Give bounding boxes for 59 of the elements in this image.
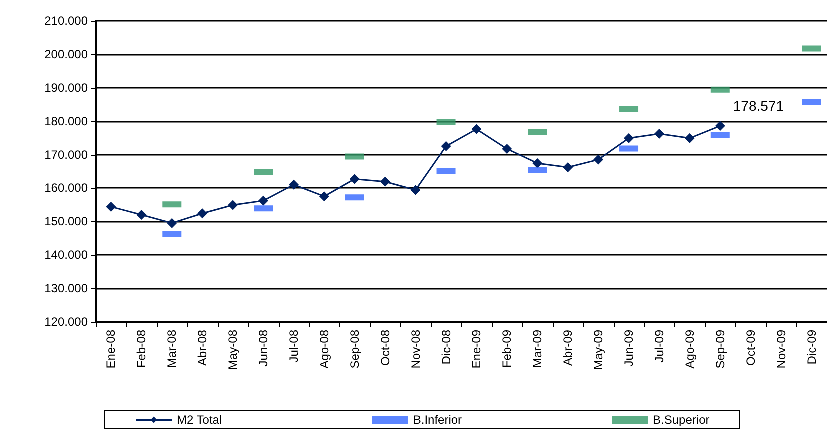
y-tick-label: 190.000 — [44, 80, 88, 95]
x-tick-label: Sep-08 — [348, 330, 362, 369]
point — [350, 174, 360, 184]
point — [136, 210, 147, 220]
legend-label: B.Superior — [653, 413, 710, 427]
y-tick-label: 210.000 — [44, 14, 88, 28]
x-tick-label: Ago-09 — [682, 330, 697, 369]
point — [380, 176, 390, 187]
point — [319, 192, 330, 202]
x-tick-label: May-08 — [226, 330, 240, 370]
x-tick-label: Ene-08 — [104, 330, 118, 369]
y-tick-label: 170.000 — [44, 148, 88, 162]
point — [684, 133, 695, 144]
point — [502, 144, 512, 154]
x-tick-label: Ene-09 — [470, 330, 484, 369]
point — [106, 202, 116, 212]
x-tick-label: Mar-09 — [530, 330, 545, 368]
x-tick-label: Sep-09 — [713, 330, 728, 369]
x-tick-label: Feb-08 — [134, 330, 149, 368]
x-tick-label: Abr-08 — [196, 330, 210, 366]
point — [410, 185, 421, 196]
point — [258, 196, 269, 206]
point — [472, 124, 482, 134]
x-tick-label: Feb-09 — [500, 330, 514, 368]
x-tick-label: Dic-08 — [439, 330, 454, 365]
legend-label: B.Inferior — [413, 413, 462, 427]
point — [441, 141, 452, 152]
y-tick-label: 200.000 — [44, 47, 88, 62]
point — [288, 180, 299, 190]
y-tick-label: 180.000 — [44, 114, 88, 128]
y-tick-label: 130.000 — [44, 282, 88, 296]
x-tick-label: Oct-08 — [378, 330, 392, 366]
point — [228, 200, 238, 210]
x-tick-label: Oct-09 — [744, 330, 758, 366]
x-tick-label: Nov-09 — [774, 330, 788, 369]
x-tick-label: May-09 — [592, 330, 606, 370]
data-label: 178.571 — [733, 98, 784, 114]
point — [167, 218, 178, 228]
x-tick-label: Jul-08 — [286, 330, 301, 363]
y-tick-label: 120.000 — [44, 315, 88, 329]
legend-label: M2 Total — [177, 413, 222, 427]
x-tick-label: Nov-08 — [408, 330, 423, 369]
x-tick-label: Dic-09 — [804, 330, 819, 365]
x-tick-label: Jun-08 — [256, 330, 271, 367]
point — [594, 154, 604, 165]
point — [715, 121, 726, 132]
x-tick-label: Jun-09 — [622, 330, 636, 367]
point — [624, 133, 634, 144]
x-tick-label: Jul-09 — [652, 330, 666, 363]
y-tick-label: 150.000 — [44, 214, 88, 229]
point — [563, 162, 574, 172]
x-tick-label: Abr-09 — [561, 330, 576, 366]
x-tick-label: Ago-08 — [317, 330, 332, 369]
point — [532, 158, 543, 168]
y-tick-label: 160.000 — [44, 181, 88, 196]
point — [654, 129, 664, 140]
point — [198, 208, 208, 219]
x-tick-label: Mar-08 — [165, 330, 180, 368]
y-tick-label: 140.000 — [44, 248, 88, 262]
